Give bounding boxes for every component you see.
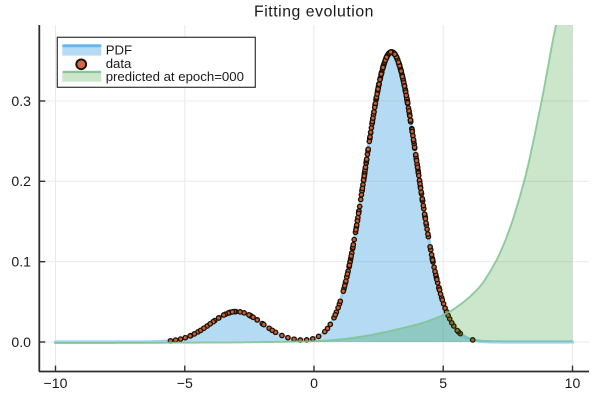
svg-text:5: 5 — [439, 375, 447, 391]
svg-text:−5: −5 — [177, 375, 193, 391]
svg-text:0.2: 0.2 — [11, 173, 31, 189]
svg-text:0.3: 0.3 — [11, 93, 31, 109]
svg-text:PDF: PDF — [106, 42, 132, 57]
svg-text:data: data — [106, 56, 132, 71]
svg-text:0: 0 — [310, 375, 318, 391]
svg-text:predicted at epoch=000: predicted at epoch=000 — [106, 69, 244, 84]
svg-text:−10: −10 — [44, 375, 68, 391]
svg-text:0.0: 0.0 — [11, 334, 31, 350]
svg-text:10: 10 — [565, 375, 581, 391]
svg-text:0.1: 0.1 — [11, 254, 31, 270]
svg-text:Fitting evolution: Fitting evolution — [254, 4, 374, 21]
